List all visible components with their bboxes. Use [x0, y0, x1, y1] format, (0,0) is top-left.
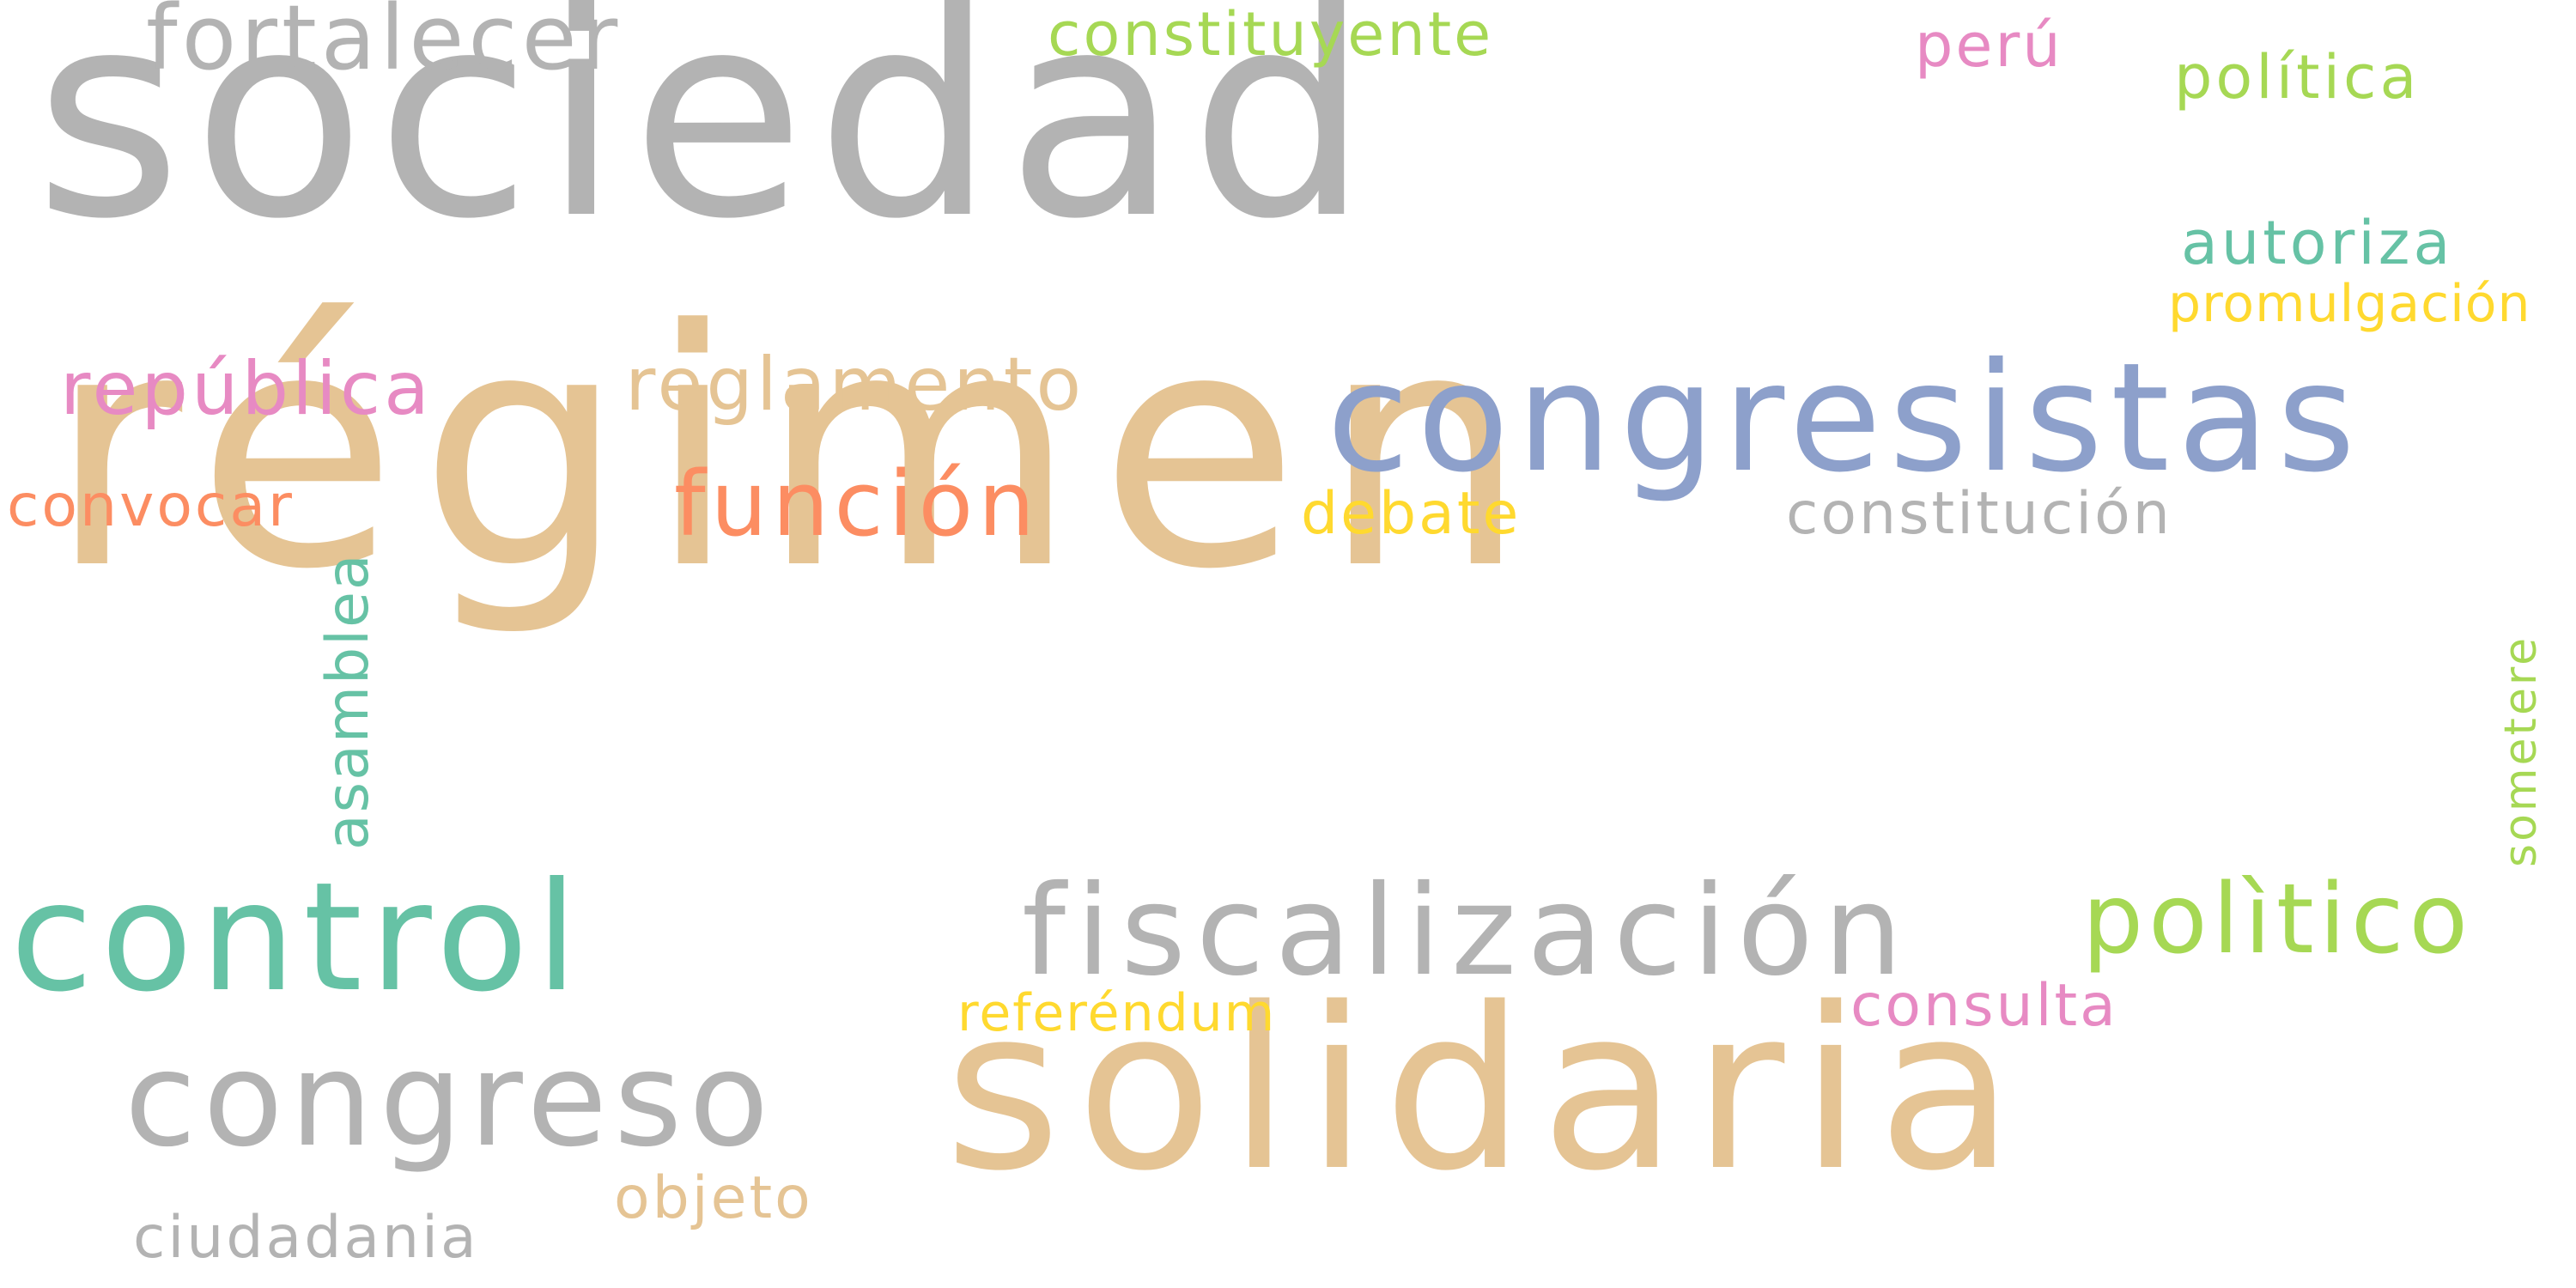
word-funcion: función	[674, 452, 1041, 556]
word-debate: debate	[1301, 480, 1522, 548]
word-reglamento: reglamento	[625, 342, 1085, 428]
word-objeto: objeto	[614, 1164, 813, 1232]
word-promulgacion: promulgación	[2168, 274, 2531, 334]
word-republica: república	[60, 346, 433, 432]
word-consulta: consulta	[1850, 972, 2118, 1040]
word-ciudadania: ciudadania	[133, 1204, 479, 1272]
word-congreso: congreso	[125, 1024, 776, 1176]
word-politica: política	[2174, 42, 2421, 112]
word-sociedad: sociedad	[34, 0, 1381, 281]
word-constituyente: constituyente	[1048, 0, 1494, 70]
word-control: control	[10, 851, 586, 1025]
word-constitucion: constitución	[1786, 480, 2172, 548]
word-solidaria: solidaria	[945, 961, 2030, 1220]
word-politico: polìtico	[2082, 864, 2473, 975]
word-referendum: referéndum	[957, 983, 1277, 1043]
word-regimen: régimen	[48, 260, 1550, 641]
word-fiscalizacion: fiscalización	[1022, 859, 1913, 1004]
word-autoriza: autoriza	[2181, 208, 2454, 278]
word-peru: perú	[1915, 10, 2063, 81]
word-asamblea: asamblea	[314, 552, 382, 850]
word-convocar: convocar	[7, 472, 295, 540]
word-congresistas: congresistas	[1327, 331, 2364, 506]
word-sometere: sometere	[2495, 635, 2547, 867]
word-fortalecer: fortalecer	[146, 0, 623, 90]
